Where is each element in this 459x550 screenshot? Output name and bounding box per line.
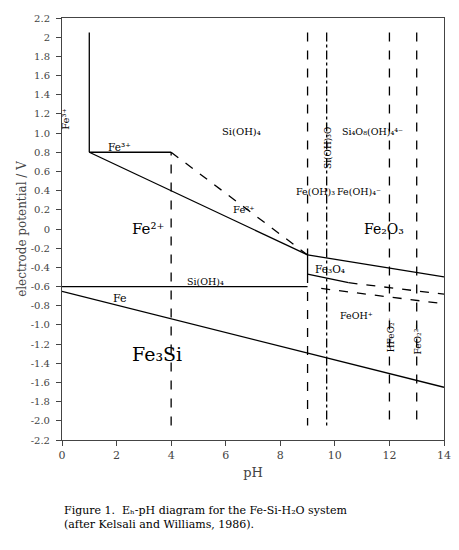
svg-text:8: 8 (277, 449, 284, 462)
svg-text:Fe²⁺: Fe²⁺ (233, 204, 255, 215)
svg-text:1.6: 1.6 (34, 70, 50, 81)
svg-text:Si(OH)₄: Si(OH)₄ (187, 276, 224, 287)
svg-text:Figure 1. Eₕ-pH diagram for t: Figure 1. Eₕ-pH diagram for the Fe-Si-H₂… (64, 504, 348, 531)
svg-text:0.6: 0.6 (34, 166, 50, 177)
svg-text:14: 14 (437, 449, 451, 462)
svg-text:pH: pH (243, 465, 263, 480)
svg-text:2: 2 (44, 32, 50, 43)
svg-text:0: 0 (44, 224, 50, 235)
svg-text:Fe₃Si: Fe₃Si (132, 343, 182, 365)
svg-text:Fe³⁺: Fe³⁺ (108, 141, 131, 153)
svg-text:Fe₃O₄: Fe₃O₄ (315, 263, 345, 275)
svg-text:Fe₂O₃: Fe₂O₃ (364, 221, 404, 237)
svg-text:HFeO₂⁻: HFeO₂⁻ (386, 317, 396, 352)
svg-text:1.2: 1.2 (34, 108, 50, 119)
svg-text:6: 6 (222, 449, 229, 462)
svg-text:1.4: 1.4 (34, 89, 50, 100)
svg-text:-1.0: -1.0 (31, 319, 50, 330)
svg-text:1.8: 1.8 (34, 51, 50, 62)
svg-text:-0.8: -0.8 (31, 300, 50, 311)
svg-text:12: 12 (382, 449, 396, 462)
svg-text:4: 4 (168, 449, 175, 462)
svg-text:Fe(OH)₃: Fe(OH)₃ (296, 186, 335, 197)
svg-text:0.2: 0.2 (34, 204, 50, 215)
svg-text:-2.2: -2.2 (31, 435, 50, 446)
svg-text:Si₄O₈(OH)₄⁴⁻: Si₄O₈(OH)₄⁴⁻ (342, 126, 403, 137)
svg-text:0: 0 (59, 449, 66, 462)
svg-text:10: 10 (328, 449, 342, 462)
svg-text:Fe²⁺: Fe²⁺ (132, 220, 164, 238)
svg-text:2: 2 (113, 449, 120, 462)
svg-text:0.8: 0.8 (34, 147, 50, 158)
svg-text:electrode potential / V: electrode potential / V (15, 161, 29, 297)
svg-text:-2.0: -2.0 (31, 415, 50, 426)
svg-text:Si(OH)₃O⁻: Si(OH)₃O⁻ (323, 122, 333, 169)
svg-text:-1.2: -1.2 (31, 339, 50, 350)
svg-text:1.0: 1.0 (34, 128, 50, 139)
svg-text:-1.8: -1.8 (31, 396, 50, 407)
svg-text:-0.4: -0.4 (31, 262, 50, 273)
svg-text:FeO₂²⁻: FeO₂²⁻ (413, 324, 423, 355)
svg-text:Si(OH)₄: Si(OH)₄ (222, 126, 261, 137)
svg-text:2.2: 2.2 (34, 13, 50, 24)
svg-text:-0.6: -0.6 (31, 281, 50, 292)
svg-text:Fe³⁺: Fe³⁺ (60, 108, 71, 130)
svg-text:0.4: 0.4 (34, 185, 50, 196)
svg-text:Fe: Fe (113, 292, 127, 305)
svg-text:-1.4: -1.4 (31, 358, 50, 369)
svg-text:-1.6: -1.6 (31, 377, 50, 388)
svg-text:-0.2: -0.2 (31, 243, 50, 254)
svg-text:FeOH⁺: FeOH⁺ (340, 310, 373, 321)
svg-text:Fe(OH)₄⁻: Fe(OH)₄⁻ (337, 186, 381, 197)
